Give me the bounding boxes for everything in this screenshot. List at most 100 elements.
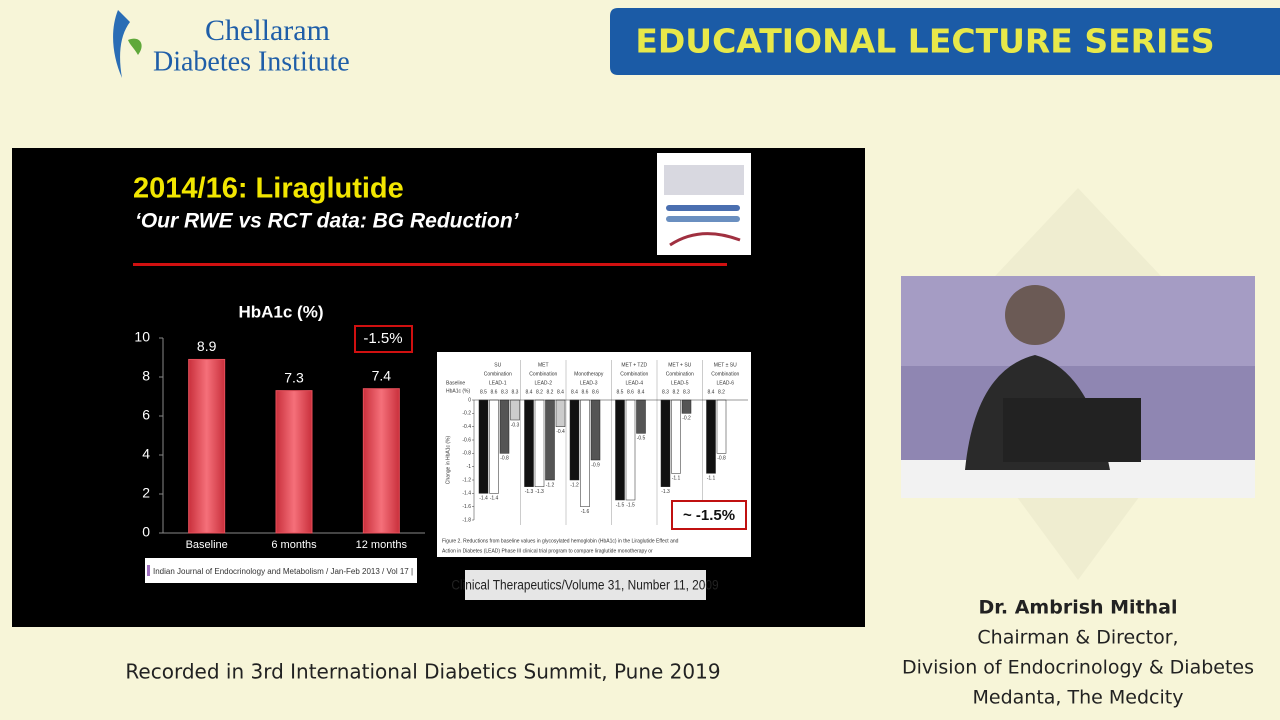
group-label: SU bbox=[494, 362, 501, 368]
speaker-role: Chairman & Director, bbox=[977, 627, 1178, 649]
video-backdrop bbox=[901, 276, 1255, 366]
group-label: MET bbox=[538, 362, 549, 368]
divider bbox=[133, 263, 727, 266]
logo-leaf bbox=[128, 38, 142, 55]
group-label: MET ± SU bbox=[714, 362, 737, 368]
baseline-label: Baseline bbox=[446, 380, 465, 386]
annotation: -1.5% bbox=[363, 330, 402, 347]
bar-value: -0.5 bbox=[637, 436, 646, 442]
bar bbox=[706, 399, 716, 474]
slide-title: 2014/16: Liraglutide bbox=[133, 173, 404, 205]
bar bbox=[534, 399, 545, 487]
group-label: Combination bbox=[529, 371, 557, 377]
bar bbox=[489, 399, 499, 494]
y-tick-label: -1.2 bbox=[462, 477, 471, 483]
x-tick-label: Baseline bbox=[186, 539, 228, 551]
bar-value: -1.2 bbox=[570, 482, 579, 488]
speaker-hospital: Medanta, The Medcity bbox=[973, 687, 1184, 709]
bar-value: -1.4 bbox=[479, 496, 488, 502]
bar-value: -1.6 bbox=[581, 509, 590, 515]
footer: Recorded in 3rd International Diabetics … bbox=[125, 660, 720, 684]
group-label: Combination bbox=[711, 371, 739, 377]
bar-value: -1.3 bbox=[525, 489, 534, 495]
product-pen bbox=[666, 205, 740, 211]
bar bbox=[524, 399, 534, 487]
figure-source-box bbox=[465, 570, 706, 600]
group-label: LEAD-5 bbox=[671, 380, 689, 386]
data-label: 7.4 bbox=[372, 367, 392, 383]
lead-figure: 0 -0.2 -0.4 -0.6 -0.8 -1 -1.2 -1.4 -1.6 -1.8 Chang… bbox=[442, 360, 748, 554]
banner bbox=[610, 8, 1280, 75]
x-tick-label: 6 months bbox=[271, 539, 317, 551]
bar-value: -1.3 bbox=[661, 489, 670, 495]
group-label: MET + SU bbox=[668, 362, 691, 368]
baseline-value: 8.6 bbox=[627, 389, 634, 395]
bar bbox=[275, 390, 313, 534]
logo-icon bbox=[113, 10, 130, 78]
bar bbox=[580, 399, 590, 507]
bar bbox=[499, 399, 510, 454]
baseline-value: 8.4 bbox=[557, 389, 564, 395]
figure-caption: Figure 2. Reductions from baseline value… bbox=[442, 538, 679, 544]
bar bbox=[716, 399, 727, 454]
product-molecule bbox=[669, 232, 741, 247]
x-tick-label: 12 months bbox=[356, 539, 408, 551]
bar bbox=[510, 399, 520, 421]
logo-text: Diabetes Institute bbox=[153, 46, 350, 77]
bar bbox=[615, 399, 625, 501]
product-pen bbox=[666, 216, 740, 222]
baseline-value: 8.4 bbox=[526, 389, 533, 395]
bar bbox=[188, 358, 226, 534]
baseline-value: 8.6 bbox=[491, 389, 498, 395]
y-tick-label: 10 bbox=[134, 329, 150, 345]
baseline-value: 8.3 bbox=[662, 389, 669, 395]
speaker-division: Division of Endocrinology & Diabetes bbox=[902, 657, 1254, 679]
bar bbox=[681, 399, 692, 414]
baseline-value: 8.4 bbox=[638, 389, 645, 395]
baseline-value: 8.6 bbox=[582, 389, 589, 395]
group-label: LEAD-4 bbox=[625, 380, 643, 386]
bar bbox=[636, 399, 646, 434]
source-marker bbox=[147, 565, 150, 576]
bar bbox=[625, 399, 636, 501]
bar bbox=[478, 399, 489, 494]
y-tick-label: 4 bbox=[142, 446, 150, 462]
group-label: MET + TZD bbox=[621, 362, 647, 368]
baseline-value: 8.3 bbox=[501, 389, 508, 395]
y-tick-label: 2 bbox=[142, 485, 150, 501]
banner-text: EDUCATIONAL LECTURE SERIES bbox=[635, 22, 1214, 61]
bar-value: -0.8 bbox=[500, 456, 509, 462]
baseline-value: 8.2 bbox=[536, 389, 543, 395]
y-tick-label: -0.4 bbox=[462, 424, 471, 430]
group-label: LEAD-1 bbox=[489, 380, 507, 386]
bar-value: -0.2 bbox=[682, 416, 691, 422]
group-label: Combination bbox=[666, 371, 694, 377]
bar-value: -1.5 bbox=[626, 502, 635, 508]
product-box bbox=[664, 165, 744, 195]
baseline-value: 8.2 bbox=[718, 389, 725, 395]
y-tick-label: -1 bbox=[467, 464, 472, 470]
bar-value: -1.4 bbox=[490, 496, 499, 502]
baseline-value: 8.2 bbox=[673, 389, 680, 395]
baseline-value: 8.4 bbox=[571, 389, 578, 395]
baseline-value: 8.4 bbox=[708, 389, 715, 395]
group-label: LEAD-3 bbox=[580, 380, 598, 386]
bar-value: -0.8 bbox=[717, 456, 726, 462]
annotation: ~ -1.5% bbox=[683, 507, 735, 524]
bar bbox=[671, 399, 681, 474]
speaker-name: Dr. Ambrish Mithal bbox=[978, 597, 1177, 619]
y-tick-label: 8 bbox=[142, 368, 150, 384]
speaker-head bbox=[1005, 285, 1065, 345]
y-tick-label: -1.8 bbox=[462, 517, 471, 523]
bar-value: -1.5 bbox=[616, 502, 625, 508]
y-tick-label: -0.8 bbox=[462, 451, 471, 457]
bar-value: -0.3 bbox=[511, 422, 520, 428]
bar bbox=[590, 399, 601, 461]
annotation-box bbox=[354, 325, 413, 353]
y-tick-label: 6 bbox=[142, 407, 150, 423]
bar bbox=[545, 399, 555, 481]
y-tick-label: 0 bbox=[468, 397, 471, 403]
annotation-box bbox=[671, 500, 747, 530]
video-laptop bbox=[1003, 398, 1141, 462]
